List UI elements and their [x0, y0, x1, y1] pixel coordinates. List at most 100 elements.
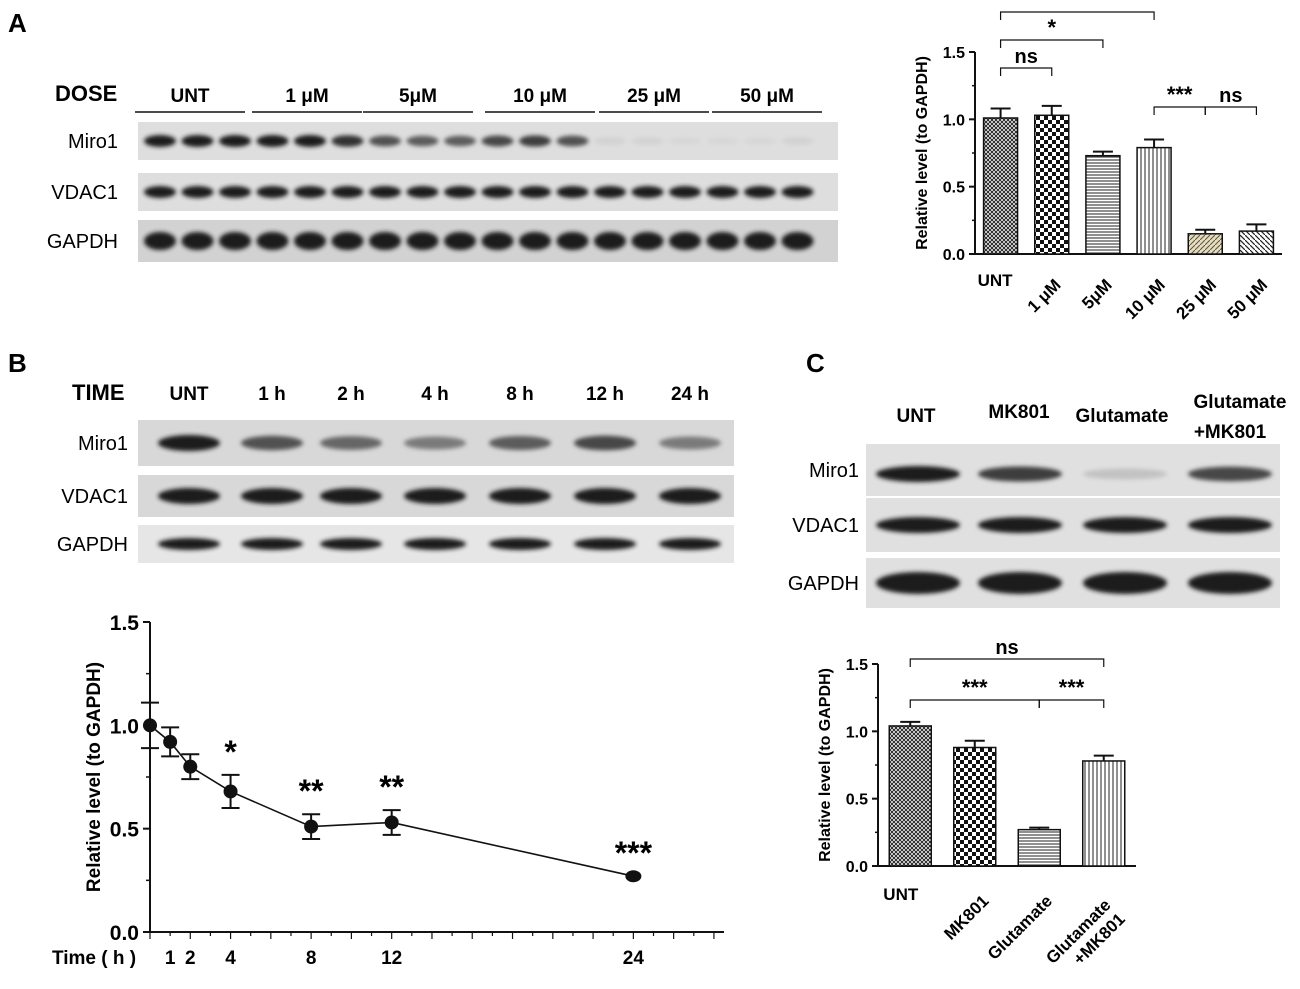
- blot-b-strip-miro1-band: [659, 436, 721, 450]
- blot-b-strip-gapdh-band: [241, 538, 303, 550]
- blot-a-strip-gapdh-band: [631, 232, 664, 250]
- blot-b-protein-label: VDAC1: [61, 486, 128, 508]
- blot-a-strip-miro1-band: [331, 135, 364, 147]
- blot-c-strip-vdac1-band: [978, 517, 1062, 533]
- chartC-significance-label: ns: [995, 637, 1018, 659]
- chartA-significance-bracket: [1204, 106, 1258, 115]
- chartC-y-tick-label: 0.5: [846, 792, 868, 809]
- chartC-bar: [953, 746, 997, 867]
- blot-a-group-label: 1 μM: [285, 86, 328, 107]
- blot-a-protein-label: GAPDH: [47, 231, 118, 253]
- chart-b-data-point: [304, 819, 319, 834]
- blot-a-strip-vdac1-band: [294, 186, 326, 198]
- chart-b-significance-label: *: [224, 734, 237, 770]
- chart-b-x-tick-label: 2: [185, 948, 196, 969]
- blot-a-strip-gapdh-band: [256, 232, 289, 250]
- blot-a-strip-vdac1-band: [444, 186, 476, 198]
- blot-b-strip-gapdh-band: [574, 538, 636, 550]
- blot-a-strip-gapdh-band: [406, 232, 439, 250]
- blot-a-group-label: 10 μM: [513, 86, 567, 107]
- chartC-x-tick-label: Glutamate+MK801: [1042, 895, 1128, 981]
- blot-a-strip-gapdh-band: [181, 232, 214, 250]
- chartC-y-tick-label: 1.0: [846, 724, 868, 741]
- blot-a-strip-gapdh-band: [294, 232, 326, 250]
- blot-a-strip-miro1-band: [781, 137, 814, 145]
- chartC-y-label: Relative level (to GAPDH): [817, 668, 834, 862]
- chart-b-data-point: [183, 759, 198, 774]
- blot-a-strip-gapdh-band: [481, 232, 514, 250]
- chartC-significance-label: ***: [1059, 675, 1085, 700]
- blot-a-strip-miro1-band: [706, 137, 739, 145]
- blot-b-strip-vdac1: [138, 475, 734, 517]
- blot-a-strip-vdac1-band: [706, 186, 739, 198]
- blot-c-strip-miro1: [866, 444, 1280, 496]
- blot-a-strip-vdac1-band: [144, 186, 176, 198]
- blot-a-strip-gapdh-band: [781, 232, 814, 250]
- chart-b-data-point: [163, 734, 178, 749]
- blot-a-strip-gapdh-band: [369, 232, 401, 250]
- panel-letter-c: C: [806, 348, 825, 378]
- chartA-significance-bracket: [999, 11, 1155, 20]
- chartA-x-tick-label: 1 μM: [1024, 275, 1065, 316]
- blot-b-strip-miro1-band: [158, 435, 220, 451]
- blot-c-strip-miro1-band: [1083, 468, 1167, 480]
- blot-c-strip-vdac1: [866, 498, 1280, 552]
- blot-b-strip-miro1-band: [489, 435, 551, 451]
- chart-b-y-tick-label: 1.5: [110, 612, 140, 635]
- chartA-significance-bracket: [1153, 106, 1206, 115]
- blot-a-strip-gapdh-band: [144, 232, 176, 250]
- blot-a-strip-gapdh: [138, 220, 838, 262]
- blot-a-strip-vdac1-band: [631, 186, 664, 198]
- blot-a-strip-gapdh-band: [519, 232, 551, 250]
- blot-b-protein-label: GAPDH: [57, 534, 128, 556]
- blot-b-strip-vdac1-band: [574, 488, 636, 504]
- chart-b-x-tick-label: 12: [381, 948, 402, 969]
- blot-b-strip-gapdh-band: [320, 538, 382, 550]
- chart-b-y-tick-label: 0.5: [110, 819, 140, 842]
- blot-b-group-label: UNT: [169, 384, 208, 405]
- blot-b-protein-label: Miro1: [78, 433, 128, 455]
- blot-a-strip-gapdh-band: [744, 232, 776, 250]
- blot-a-strip-vdac1-band: [781, 186, 814, 198]
- blot-b-strip-miro1-band: [241, 435, 303, 451]
- blot-a-strip-vdac1-band: [669, 186, 701, 198]
- blot-c-strip-gapdh-band: [978, 572, 1062, 594]
- chart-c: 0.0 0.5 1.0 1.5 Relative level (to GAPDH) UNT…: [817, 637, 1136, 981]
- blot-a-group-label: 5μM: [399, 86, 437, 107]
- blot-a-strip-vdac1-band: [331, 186, 364, 198]
- chartC-significance-label: ***: [962, 675, 988, 700]
- blot-c-label-glutamate: Glutamate: [1076, 406, 1169, 427]
- panel-letter-b: B: [8, 348, 27, 378]
- chartA-bar: [982, 117, 1019, 255]
- blot-b-strip-gapdh-band: [404, 538, 466, 550]
- blot-c-strip-gapdh-band: [1083, 572, 1167, 594]
- blot-a-strip-vdac1-band: [406, 186, 439, 198]
- chartA-significance-label: ***: [1167, 82, 1193, 107]
- blot-c-strip-vdac1-band: [876, 517, 960, 533]
- blot-c-protein-label: VDAC1: [792, 515, 859, 537]
- chart-b-data-point: [143, 718, 157, 733]
- blot-b-strip-vdac1-band: [489, 488, 551, 504]
- blot-c-label-mk801: MK801: [988, 402, 1050, 423]
- chart-a: 0.0 0.5 1.0 1.5 Relative level (to GAPDH) UNT…: [914, 0, 1282, 323]
- chart-b-x-tick-label: 4: [225, 948, 236, 969]
- chart-b-x-tick-label: 8: [306, 948, 317, 969]
- chartA-y-tick-label: 0.5: [943, 180, 965, 197]
- blot-c-strip-miro1-band: [1188, 466, 1272, 482]
- blot-b-group-label: 2 h: [337, 384, 364, 405]
- blot-a-protein-label: VDAC1: [51, 182, 118, 204]
- chart-b-data-point: [384, 815, 399, 830]
- blot-c-strip-gapdh: [866, 558, 1280, 608]
- chartA-significance-label: *: [1047, 15, 1056, 40]
- blot-a-strip-miro1-band: [556, 135, 589, 147]
- chartC-bar: [1082, 760, 1126, 867]
- chart-b-significance-label: **: [299, 773, 324, 809]
- blot-a-protein-label: Miro1: [68, 131, 118, 153]
- blot-a-strip-miro1-band: [144, 135, 176, 147]
- chart-b-significance-label: ***: [615, 835, 653, 871]
- blot-a-strip-vdac1-band: [556, 186, 589, 198]
- chartC-x-tick-label-line: UNT: [883, 885, 919, 904]
- chartC-bar: [888, 725, 932, 867]
- blot-a-strip-vdac1-band: [481, 186, 514, 198]
